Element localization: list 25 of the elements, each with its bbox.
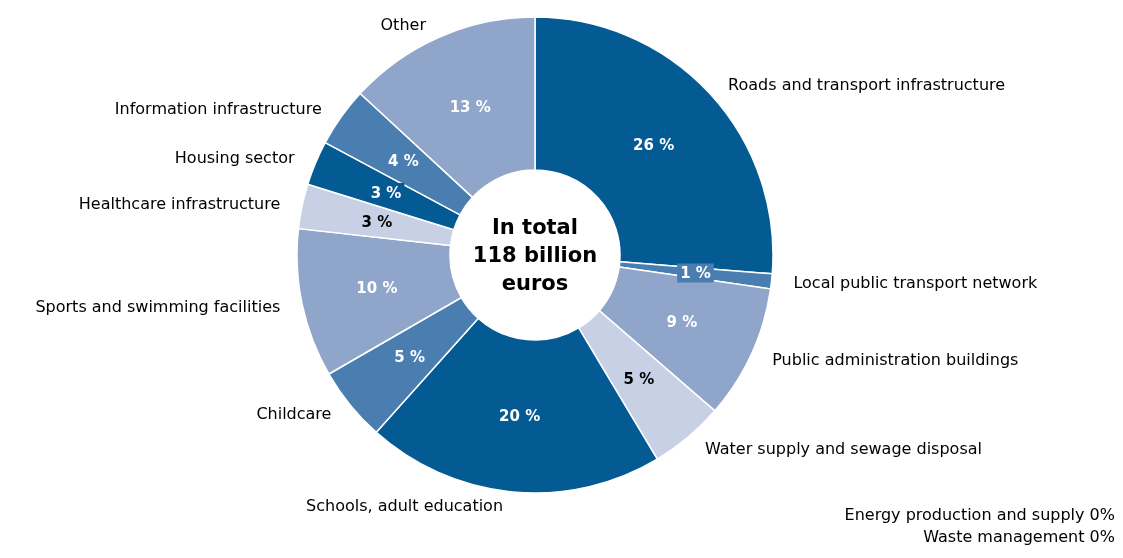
data-label: 10 % bbox=[356, 279, 398, 298]
text: Waste management 0% bbox=[923, 526, 1115, 546]
data-label: 9 % bbox=[666, 313, 698, 332]
slice-label: Local public transport network bbox=[793, 273, 1038, 293]
data-label: 4 % bbox=[388, 152, 419, 171]
slice-label: Childcare bbox=[256, 404, 332, 424]
data-label: 5 % bbox=[394, 347, 425, 366]
data-label: 26 % bbox=[633, 136, 675, 155]
slice-label: Sports and swimming facilities bbox=[35, 297, 281, 317]
slice-label: Other bbox=[380, 14, 427, 34]
data-label: 5 % bbox=[623, 369, 655, 388]
slice-label: Roads and transport infrastructure bbox=[728, 74, 1006, 94]
data-label: 3 % bbox=[370, 183, 402, 202]
data-label: 3 % bbox=[361, 212, 393, 231]
slice-label: Schools, adult education bbox=[306, 496, 504, 516]
slice-label: Information infrastructure bbox=[114, 99, 322, 119]
text: Energy production and supply 0% bbox=[844, 504, 1115, 524]
text: In total 118 billion euros bbox=[472, 215, 598, 295]
data-label: 20 % bbox=[499, 406, 541, 425]
slice-label: Water supply and sewage disposal bbox=[704, 438, 982, 458]
slice-label: Housing sector bbox=[174, 148, 295, 168]
data-label: 13 % bbox=[449, 98, 491, 117]
slice-label: Healthcare infrastructure bbox=[78, 193, 281, 213]
slice-label: Public administration buildings bbox=[772, 350, 1019, 370]
data-label: 1 % bbox=[680, 263, 711, 282]
